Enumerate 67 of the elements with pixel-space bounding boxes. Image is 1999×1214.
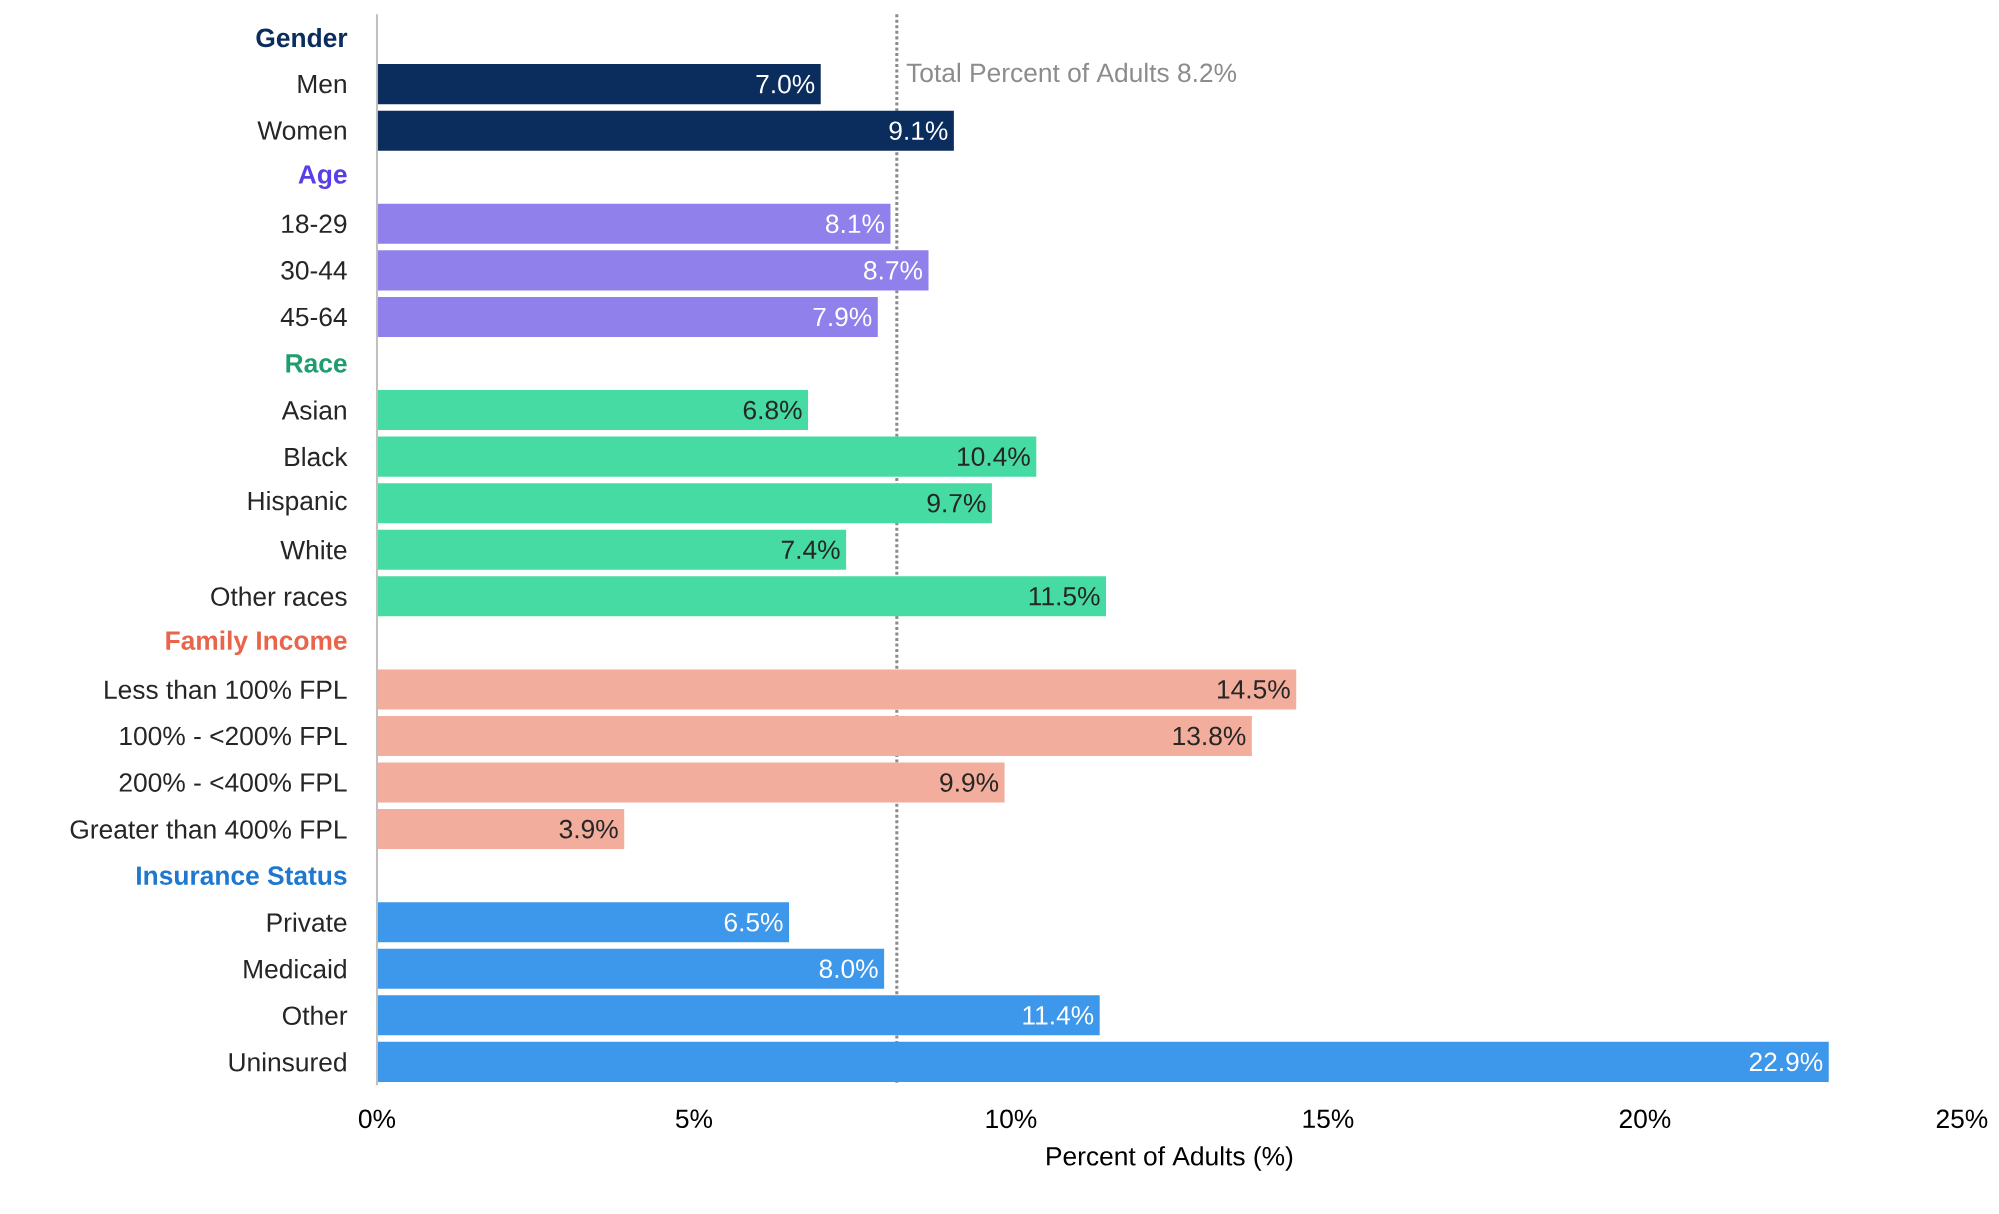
data-label: 6.8% <box>743 400 802 420</box>
y-tick-label: Medicaid <box>244 959 346 979</box>
y-tick-label: Private <box>267 912 347 933</box>
bar <box>376 902 790 943</box>
bar <box>376 64 821 105</box>
bar <box>376 110 954 151</box>
y-tick-label: Greater than 400% FPL <box>70 819 347 839</box>
bar <box>376 436 1037 477</box>
y-tick-label: Women <box>257 121 346 141</box>
bar <box>376 390 809 431</box>
y-tick-label: 200% - <400% FPL <box>119 773 347 793</box>
y-tick-label: Black <box>285 447 348 467</box>
y-tick-label: 18-29 <box>282 214 347 234</box>
y-tick-label: Other races <box>211 586 347 607</box>
data-label: 11.4% <box>1023 1006 1094 1025</box>
x-tick-label: 5% <box>675 1109 713 1129</box>
y-tick-label: Race <box>286 354 347 373</box>
bar <box>376 576 1107 617</box>
data-label: 11.5% <box>1029 587 1100 606</box>
bar <box>376 762 1005 803</box>
y-tick-label: 100% - <200% FPL <box>120 726 347 746</box>
data-label: 13.8% <box>1173 726 1246 746</box>
data-label: 9.9% <box>940 773 999 793</box>
data-label: 7.0% <box>756 74 815 94</box>
x-axis-title: Percent of Adults (%) <box>1047 1146 1293 1171</box>
bar <box>376 948 885 989</box>
y-tick-label: Gender <box>256 28 348 48</box>
bar <box>376 1042 1829 1083</box>
bar <box>376 250 929 291</box>
y-tick-label: White <box>280 540 347 560</box>
y-tick-label: Other <box>282 1005 348 1026</box>
bar <box>376 203 891 244</box>
y-tick-label: Family Income <box>166 630 347 656</box>
data-label: 8.0% <box>819 959 878 979</box>
x-tick-label: 10% <box>986 1109 1037 1129</box>
x-tick-label: 20% <box>1619 1109 1671 1129</box>
bar <box>376 716 1252 757</box>
bar <box>376 809 625 850</box>
bar <box>376 995 1100 1036</box>
data-label: 6.5% <box>724 913 783 932</box>
y-tick-label: 30-44 <box>281 261 347 280</box>
bar <box>376 669 1297 710</box>
y-tick-label: Age <box>298 165 347 190</box>
data-label: 10.4% <box>958 447 1030 467</box>
data-label: 14.5% <box>1218 680 1290 699</box>
data-label: 9.1% <box>889 121 948 141</box>
data-label: 8.1% <box>826 214 884 234</box>
y-tick-label: Insurance Status <box>137 866 347 886</box>
data-label: 22.9% <box>1749 1052 1823 1072</box>
y-tick-label: Hispanic <box>248 491 347 516</box>
ref-line-label: Total Percent of Adults 8.2% <box>906 62 1237 83</box>
data-label: 7.9% <box>813 307 872 327</box>
data-label: 9.7% <box>927 494 986 513</box>
x-tick-label: 0% <box>358 1109 396 1129</box>
data-label: 8.7% <box>864 261 923 280</box>
bar <box>376 297 878 338</box>
y-tick-label: Men <box>298 75 346 94</box>
y-tick-label: Asian <box>281 400 346 420</box>
bar <box>376 529 847 570</box>
bar <box>376 483 992 524</box>
data-label: 3.9% <box>559 819 618 839</box>
y-tick-label: Less than 100% FPL <box>105 679 347 700</box>
data-label: 7.4% <box>781 540 840 560</box>
y-tick-label: Uninsured <box>229 1052 346 1072</box>
y-tick-label: 45-64 <box>280 307 347 327</box>
x-tick-label: 15% <box>1303 1109 1354 1129</box>
x-tick-label: 25% <box>1936 1109 1988 1129</box>
